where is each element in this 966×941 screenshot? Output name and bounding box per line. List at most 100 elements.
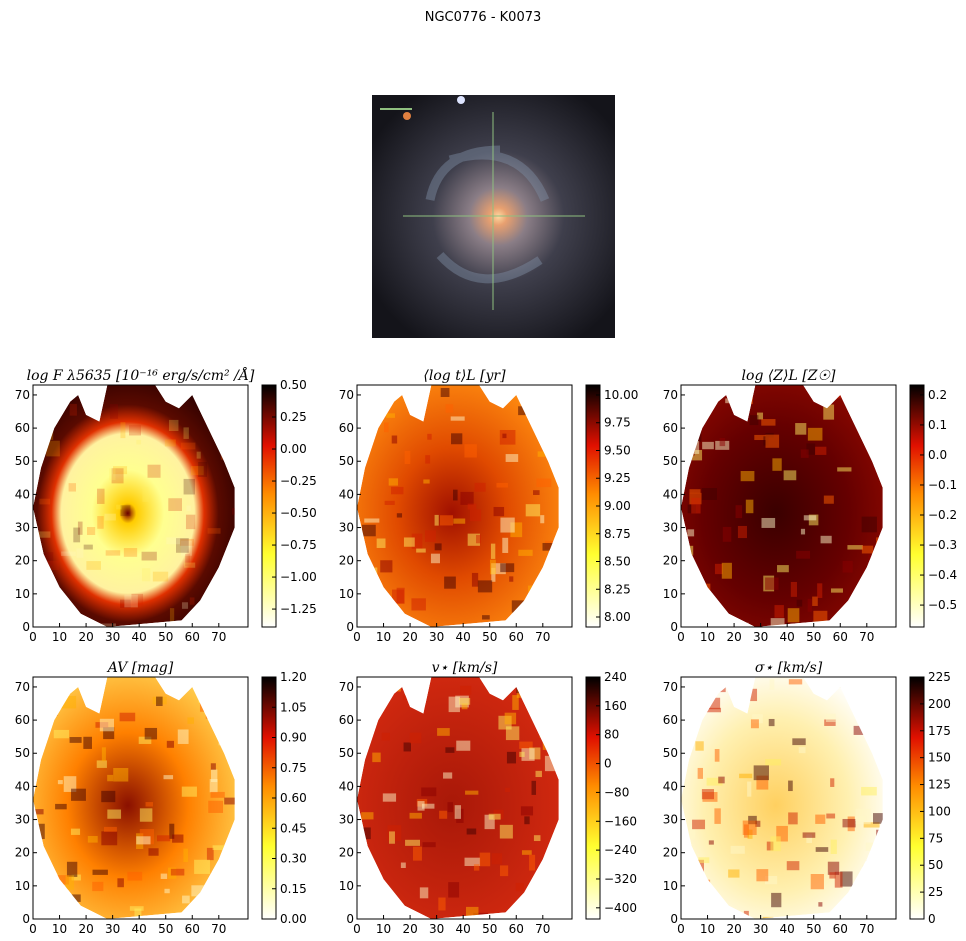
map-texture	[180, 442, 196, 450]
map-texture	[380, 560, 393, 573]
map-texture	[543, 711, 557, 720]
map-texture	[116, 504, 122, 510]
map-texture	[73, 527, 81, 543]
x-tick-label: 50	[482, 630, 497, 644]
map-texture	[166, 537, 181, 545]
map-texture	[728, 869, 740, 878]
map-texture	[402, 695, 413, 701]
map-texture	[714, 563, 723, 575]
map-texture	[209, 606, 225, 619]
map-texture	[863, 822, 880, 828]
map-texture	[136, 836, 151, 845]
map-texture	[770, 836, 781, 852]
map-texture	[111, 468, 124, 484]
map-texture	[735, 505, 743, 519]
map-texture	[376, 399, 387, 405]
map-texture	[556, 723, 559, 734]
x-tick-label: 60	[509, 922, 524, 936]
colorbar-tick-label: 0	[928, 912, 936, 926]
map-texture	[204, 410, 220, 424]
map-texture	[719, 437, 726, 447]
map-texture	[103, 727, 115, 740]
x-tick-label: 0	[29, 630, 37, 644]
colorbar-tick-label: 0.00	[280, 912, 307, 926]
colorbar-tick-label: −0.25	[280, 474, 317, 488]
colorbar-tick-label: 9.50	[604, 443, 631, 457]
map-texture	[539, 725, 553, 738]
colorbar-tick-label: −0.1	[928, 478, 957, 492]
map-texture	[861, 786, 877, 796]
figure-title: NGC0776 - K0073	[425, 10, 542, 25]
map-texture	[765, 876, 778, 885]
map-texture	[878, 678, 883, 686]
map-texture	[101, 790, 116, 803]
map-texture	[505, 726, 520, 741]
map-texture	[244, 758, 250, 768]
map-texture	[848, 683, 853, 693]
map-texture	[420, 698, 426, 710]
y-tick-label: 20	[663, 554, 678, 568]
map-texture	[209, 779, 218, 793]
y-tick-label: 30	[339, 521, 354, 535]
map-texture	[742, 688, 758, 702]
y-tick-label: 50	[15, 454, 30, 468]
map-texture	[44, 552, 54, 566]
map-texture	[873, 813, 883, 824]
y-tick-label: 30	[663, 521, 678, 535]
map-texture	[148, 848, 159, 856]
map-texture	[138, 736, 152, 744]
map-texture	[99, 718, 115, 732]
map-texture	[522, 615, 528, 622]
y-tick-label: 50	[339, 746, 354, 760]
map-texture	[33, 607, 41, 615]
map-texture	[230, 433, 235, 439]
axes-frame	[356, 676, 573, 920]
map-texture	[416, 548, 426, 553]
map-texture	[127, 871, 143, 881]
colorbar-tick-label: 160	[604, 699, 627, 713]
x-tick-label: 10	[700, 630, 715, 644]
y-tick-label: 70	[663, 680, 678, 694]
colorbar-tick-label: −160	[604, 814, 637, 828]
map-image	[357, 677, 582, 919]
map-texture	[520, 806, 534, 816]
map-texture	[842, 818, 856, 828]
y-tick-label: 20	[663, 846, 678, 860]
colorbar-tick-label: 0.45	[280, 821, 307, 835]
map-texture	[113, 466, 128, 475]
map-texture	[496, 482, 508, 488]
map-texture	[444, 576, 456, 589]
map-texture	[800, 528, 806, 535]
map-texture	[144, 727, 158, 740]
map-texture	[423, 479, 430, 484]
map-texture	[451, 433, 463, 445]
map-texture	[864, 421, 881, 431]
y-tick-label: 60	[663, 713, 678, 727]
map-texture	[865, 588, 878, 595]
map-texture	[217, 431, 231, 437]
map-texture	[753, 765, 769, 781]
map-texture	[876, 829, 883, 842]
map-texture	[533, 490, 540, 495]
map-texture	[550, 613, 559, 627]
map-texture	[566, 790, 582, 803]
map-texture	[109, 468, 116, 481]
map-texture	[692, 449, 703, 461]
map-texture	[521, 748, 535, 761]
map-texture	[119, 712, 136, 722]
x-tick-label: 40	[132, 630, 147, 644]
map-texture	[136, 439, 142, 445]
x-tick-label: 20	[78, 630, 93, 644]
colorbar-tick-label: 8.50	[604, 555, 631, 569]
map-texture	[865, 842, 874, 851]
colorbar-tick-label: −0.5	[928, 598, 957, 612]
map-texture	[239, 881, 251, 893]
map-texture	[120, 505, 131, 517]
map-texture	[466, 906, 479, 919]
map-texture	[456, 740, 471, 751]
map-texture	[55, 803, 67, 810]
colorbar-tick-label: −0.2	[928, 508, 957, 522]
map-texture	[739, 773, 753, 779]
map-texture	[61, 551, 76, 556]
map-texture	[403, 537, 415, 547]
